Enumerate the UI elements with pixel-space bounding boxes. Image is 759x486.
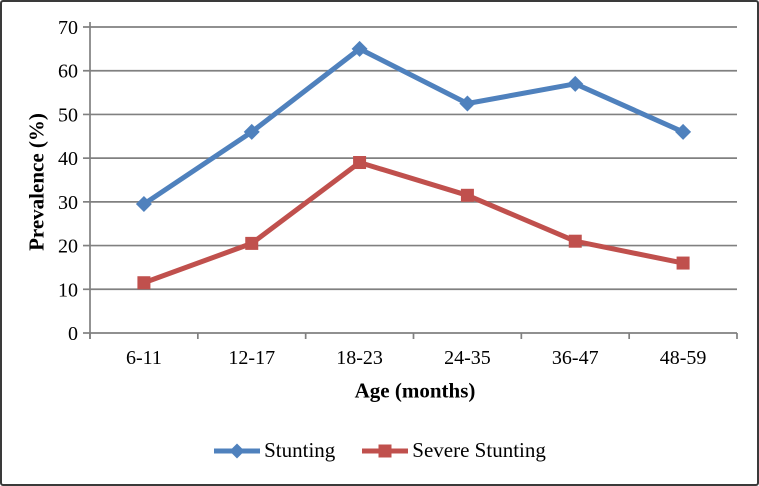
data-point-diamond — [351, 40, 368, 57]
legend-label-severe-stunting: Severe Stunting — [412, 438, 546, 462]
data-point-square — [460, 188, 474, 202]
data-point-square — [137, 276, 151, 290]
y-tick-label: 30 — [58, 192, 78, 214]
data-point-diamond — [135, 196, 152, 213]
y-tick-label: 70 — [58, 17, 78, 39]
series-line-stunting — [142, 46, 685, 207]
legend-label-stunting: Stunting — [264, 438, 336, 462]
x-tick-label: 18-23 — [336, 347, 383, 369]
data-point-diamond — [459, 95, 476, 112]
y-tick-label: 60 — [58, 61, 78, 83]
series-line-severe-stunting — [143, 160, 684, 286]
severe-stunting-legend-marker-icon — [362, 444, 409, 457]
legend-item-stunting: Stunting — [213, 440, 335, 461]
x-tick-label: 12-17 — [228, 347, 275, 369]
data-point-diamond — [243, 123, 260, 140]
y-tick-label: 0 — [68, 323, 78, 345]
data-point-square — [245, 236, 259, 250]
y-tick-label: 40 — [58, 148, 78, 170]
severe-stunting-legend-square-icon — [378, 444, 392, 457]
legend-item-severe-stunting: Severe Stunting — [361, 440, 546, 461]
data-point-diamond — [567, 75, 584, 92]
y-tick-label: 10 — [58, 279, 78, 301]
x-tick-label: 48-59 — [660, 347, 707, 369]
x-tick-label: 6-11 — [126, 347, 162, 369]
y-tick-label: 50 — [58, 104, 78, 126]
x-tick-label: 36-47 — [552, 347, 599, 369]
stunting-legend-diamond-icon — [229, 443, 245, 458]
data-point-square — [353, 156, 367, 170]
line-chart-canvas: 0 10 20 30 40 50 60 70 6-11 12-17 18-23 24-35 36-47 4… — [58, 17, 738, 369]
data-point-diamond — [675, 123, 692, 140]
x-axis-title: Age (months) — [354, 378, 476, 403]
stunting-legend-marker-icon — [214, 443, 261, 458]
legend: Stunting Severe Stunting — [2, 440, 757, 461]
data-point-square — [676, 256, 690, 270]
data-point-square — [568, 234, 582, 248]
y-tick-label: 20 — [58, 236, 78, 258]
x-tick-label: 24-35 — [444, 347, 491, 369]
y-axis-title: Prevalence (%) — [24, 113, 49, 251]
